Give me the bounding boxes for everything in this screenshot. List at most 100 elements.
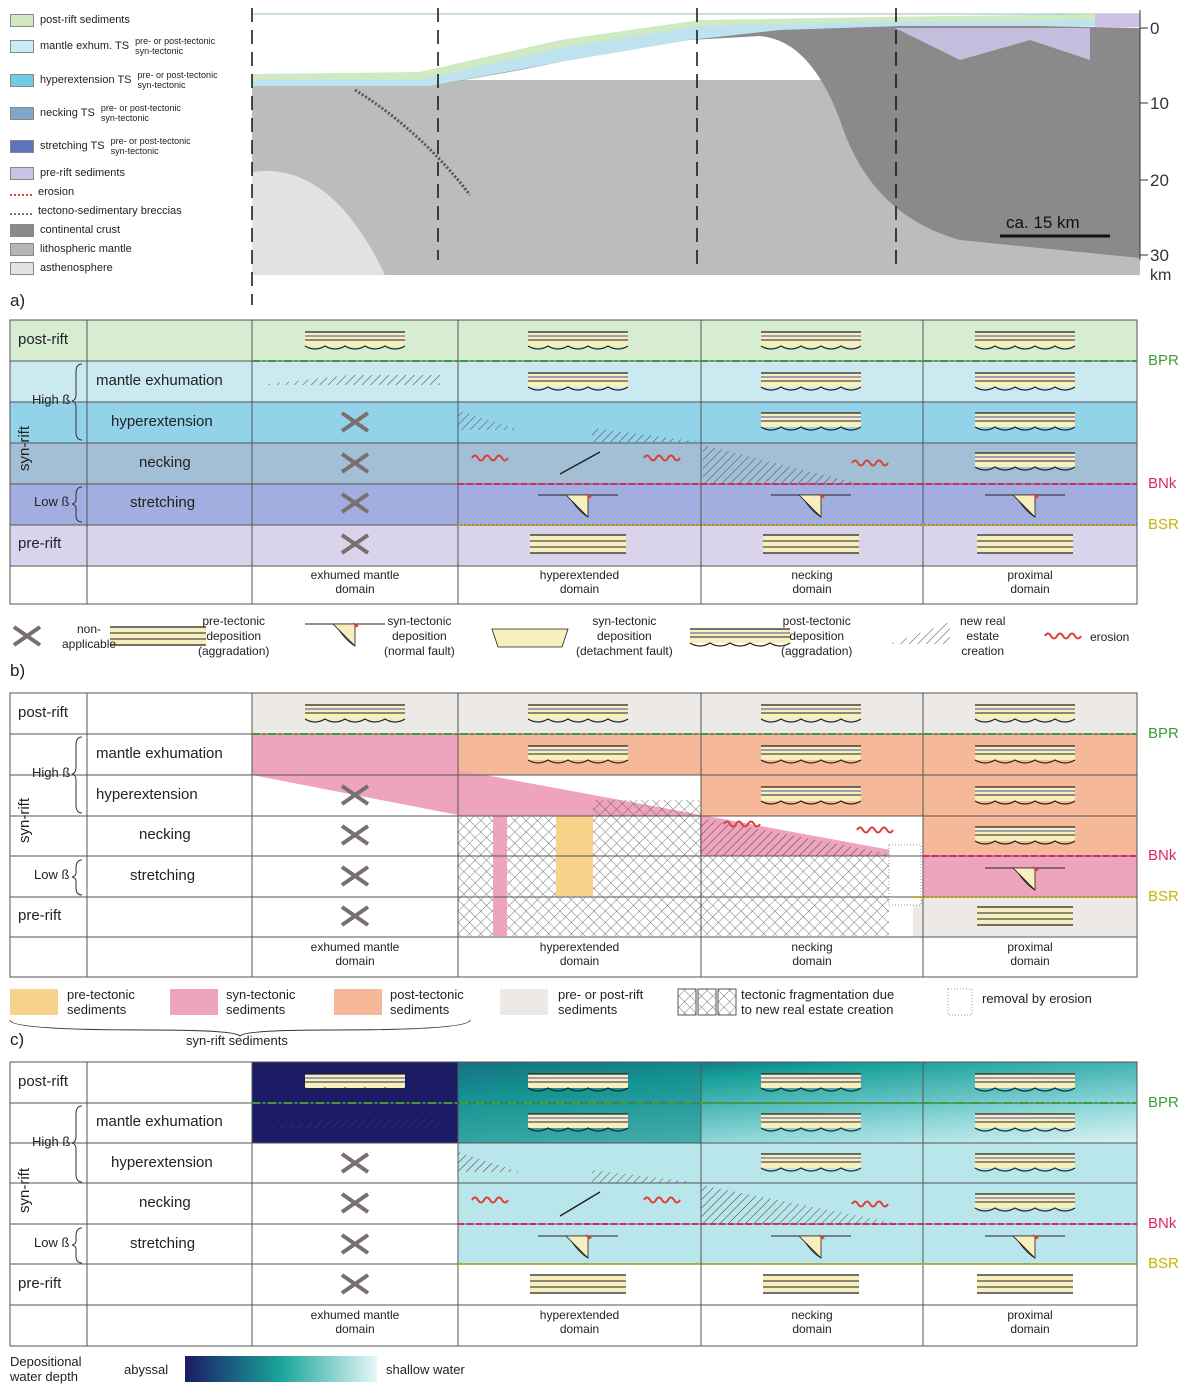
domain-necking-c: necking domain	[791, 1308, 833, 1336]
detachment-fault	[354, 88, 472, 196]
domain-hyper-b: hyperextended domain	[539, 940, 620, 968]
legend-b-syn: syn-tectonic sediments	[226, 987, 296, 1017]
row-stretching: stretching	[130, 1235, 196, 1252]
legend-a-syn-normal: syn-tectonic deposition (normal fault)	[384, 614, 455, 658]
legend-a-syn-detach: syn-tectonic deposition (detachment fault)	[576, 614, 673, 658]
real-estate-a-neck	[703, 445, 860, 484]
pre-rift-proximal	[1095, 14, 1140, 27]
bpr-label-c: BPR	[1148, 1094, 1179, 1111]
tick-0: 0	[1150, 19, 1159, 38]
legend-lithospheric-mantle: lithospheric mantle	[10, 241, 132, 257]
domain-hyper-a: hyperextended domain	[539, 568, 620, 596]
legend-a-icons	[12, 621, 1082, 648]
legend-c-title: Depositional water depth	[10, 1354, 82, 1384]
bsr-label-b: BSR	[1148, 888, 1179, 905]
syn-rift-sediments-area	[252, 14, 1140, 86]
legend-c-shallow: shallow water	[386, 1362, 465, 1377]
row-post-rift: post-rift	[18, 1073, 69, 1090]
row-post-rift: post-rift	[18, 704, 69, 721]
tick-10: 10	[1150, 94, 1169, 113]
bnk-label-a: BNk	[1148, 475, 1177, 492]
row-mantle-exhumation: mantle exhumation	[96, 745, 223, 762]
legend-a-pre: pre-tectonic deposition (aggradation)	[198, 614, 270, 658]
panel-a-letter: a)	[10, 291, 26, 310]
bnk-label-c: BNk	[1148, 1215, 1177, 1232]
row-stretching: stretching	[130, 494, 196, 511]
post-rift-sediments-area	[252, 14, 1095, 80]
legend-mantle-exhum: mantle exhum. TS pre- or post-tectonic syn…	[10, 36, 215, 56]
pre-rift-blocks	[895, 28, 1090, 60]
depth-gradient-bar	[185, 1356, 377, 1382]
panel-a	[9, 319, 1138, 605]
high-beta: High ß	[32, 1134, 71, 1149]
scale-label: ca. 15 km	[1006, 213, 1080, 232]
legend-pre-rift: pre-rift sediments	[10, 165, 125, 181]
tick-20: 20	[1150, 171, 1169, 190]
row-pre-rift: pre-rift	[18, 1275, 62, 1292]
row-necking: necking	[139, 454, 191, 471]
cross-section: 0 10 20 30 km ca. 15 km	[251, 8, 1171, 305]
panel-c-letter: c)	[10, 1030, 25, 1049]
bsr-label-a: BSR	[1148, 516, 1179, 533]
domain-exhumed-a: exhumed mantle domain	[310, 568, 400, 596]
panel-c	[9, 1061, 1138, 1347]
legend-a-post: post-tectonic deposition (aggradation)	[781, 614, 853, 658]
syn-rift-label: syn-rift	[16, 426, 33, 471]
domain-hyper-c: hyperextended domain	[539, 1308, 620, 1336]
domain-proximal-b: proximal domain	[1007, 940, 1053, 968]
row-mantle-exhumation: mantle exhumation	[96, 372, 223, 389]
legend-b-prepost: pre- or post-rift sediments	[558, 987, 644, 1017]
real-estate-a-exh	[258, 375, 440, 385]
legend-a-real-estate: new real estate creation	[960, 614, 1006, 658]
domain-proximal-a: proximal domain	[1007, 568, 1053, 596]
bpr-label-b: BPR	[1148, 725, 1179, 742]
domain-proximal-c: proximal domain	[1007, 1308, 1053, 1336]
row-mantle-exhumation: mantle exhumation	[96, 1113, 223, 1130]
legend-b-brace-label: syn-rift sediments	[186, 1033, 288, 1048]
high-beta: High ß	[32, 765, 71, 780]
row-necking: necking	[139, 826, 191, 843]
bpr-label-a: BPR	[1148, 352, 1179, 369]
depth-ticks	[1140, 27, 1148, 256]
high-beta: High ß	[32, 392, 71, 407]
row-hyperextension: hyperextension	[111, 1154, 213, 1171]
legend-hyperextension: hyperextension TS pre- or post-tectonic sy…	[10, 70, 218, 90]
legend-stretching: stretching TS pre- or post-tectonic syn-te…	[10, 136, 191, 156]
legend-c-abyssal: abyssal	[124, 1362, 169, 1377]
legend-b-frag: tectonic fragmentation due to new real es…	[741, 987, 895, 1017]
depth-unit: km	[1150, 267, 1171, 284]
row-hyperextension: hyperextension	[96, 786, 198, 803]
asthenosphere-area	[252, 170, 385, 275]
syn-rift-label: syn-rift	[16, 798, 33, 843]
row-pre-rift: pre-rift	[18, 535, 62, 552]
legend-b-pre: pre-tectonic sediments	[67, 987, 135, 1017]
beta-braces	[71, 363, 83, 1264]
row-pre-rift: pre-rift	[18, 907, 62, 924]
domain-exhumed-b: exhumed mantle domain	[310, 940, 400, 968]
legend-b-removal: removal by erosion	[982, 991, 1092, 1006]
real-estate-a-hyp	[458, 410, 700, 442]
legend-a-erosion: erosion	[1090, 630, 1130, 644]
syn-rift-label: syn-rift	[16, 1168, 33, 1213]
continental-crust-area	[430, 24, 1140, 258]
legend-erosion: erosion	[10, 184, 74, 200]
legend-necking: necking TS pre- or post-tectonic syn-tecto…	[10, 103, 181, 123]
bnk-label-b: BNk	[1148, 847, 1177, 864]
legend-breccias: tectono-sedimentary breccias	[10, 203, 182, 219]
legend-asthenosphere: asthenosphere	[10, 260, 113, 276]
row-stretching: stretching	[130, 867, 196, 884]
low-beta: Low ß	[34, 494, 70, 509]
low-beta: Low ß	[34, 867, 70, 882]
domain-exhumed-c: exhumed mantle domain	[310, 1308, 400, 1336]
panel-b-letter: b)	[10, 661, 26, 680]
legend-b-post: post-tectonic sediments	[390, 987, 464, 1017]
row-hyperextension: hyperextension	[111, 413, 213, 430]
legend-continental-crust: continental crust	[10, 222, 120, 238]
low-beta: Low ß	[34, 1235, 70, 1250]
panel-b	[9, 692, 1138, 978]
legend-b-swatches	[9, 988, 973, 1037]
row-post-rift: post-rift	[18, 331, 69, 348]
domain-boundaries	[251, 8, 897, 305]
legend-a-na: non-applicable	[62, 622, 117, 651]
